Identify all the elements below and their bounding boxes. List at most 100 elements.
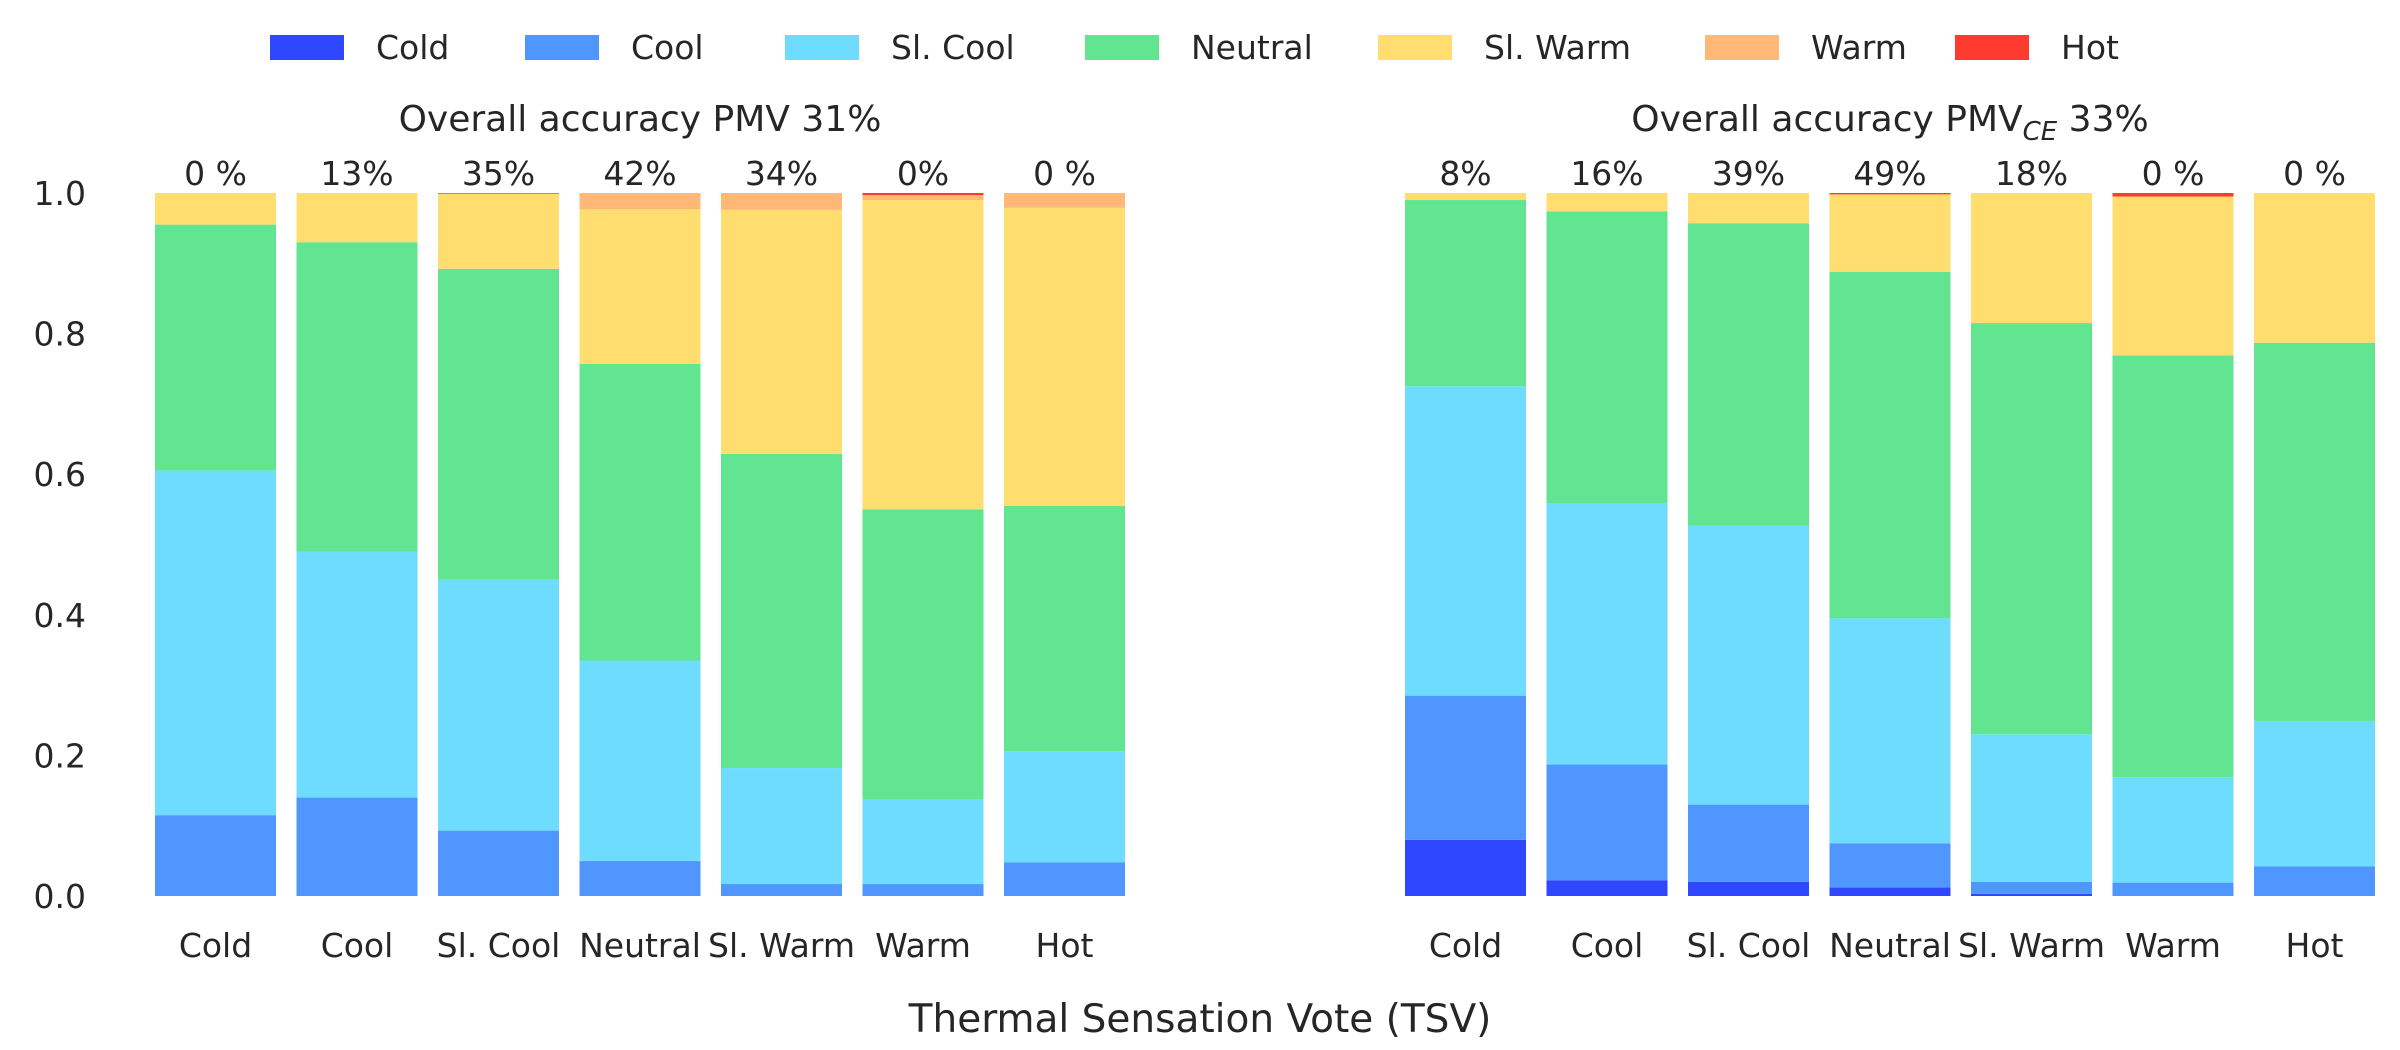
bar-segment-neutral-sl-cool — [1829, 618, 1951, 844]
bar-segment-sl-cool-hot — [438, 193, 559, 194]
bar-accuracy-label: 16% — [1570, 154, 1643, 193]
bar-segment-sl-warm-cool — [1971, 881, 2092, 894]
bar-accuracy-label: 42% — [603, 154, 676, 193]
legend-swatch-warm — [1705, 35, 1779, 60]
chart-panel-pmv: Overall accuracy PMV 31% 0.0 0.2 0.4 0.6 0.8 1… — [34, 99, 1125, 965]
bar-segment-cool-cold — [1546, 880, 1668, 896]
bar-segment-sl-cool-cool — [1688, 804, 1809, 882]
bar-segment-sl-cool-neutral — [438, 268, 559, 580]
legend-swatch-sl-warm — [1378, 35, 1452, 60]
bar-segment-cold-sl-cool — [155, 470, 276, 816]
legend-label-sl-warm: Sl. Warm — [1484, 28, 1631, 67]
bar-segment-cool-neutral — [1546, 211, 1668, 504]
bar-segment-sl-cool-sl-warm — [1688, 193, 1809, 224]
x-tick-label: Sl. Cool — [1687, 926, 1811, 965]
bar-segment-cold-sl-cool — [1405, 386, 1526, 696]
bar-accuracy-label: 0 % — [184, 154, 247, 193]
bar-segment-warm-hot — [2112, 193, 2234, 197]
x-tick-label: Warm — [875, 926, 971, 965]
bar-segment-warm-hot — [862, 193, 984, 196]
bar-segment-sl-cool-sl-cool — [1688, 525, 1809, 805]
x-tick-label: Cool — [1571, 926, 1644, 965]
bar-segment-warm-sl-warm — [2112, 196, 2234, 356]
bar-segment-hot-sl-cool — [2254, 720, 2375, 867]
bar-segment-sl-warm-sl-warm — [1971, 193, 2092, 324]
x-tick-label: Cold — [179, 926, 252, 965]
bar-accuracy-label: 0% — [897, 154, 949, 193]
bar-segment-cold-neutral — [155, 224, 276, 471]
y-tick-label: 0.0 — [34, 877, 86, 916]
bar-segment-hot-sl-cool — [1004, 751, 1125, 863]
bar-segment-neutral-sl-warm — [579, 209, 701, 364]
bar-segment-neutral-sl-cool — [579, 660, 701, 861]
bar-segment-warm-sl-cool — [862, 799, 984, 885]
bar-accuracy-label: 49% — [1853, 154, 1926, 193]
bar-accuracy-label: 39% — [1712, 154, 1785, 193]
bar-segment-sl-warm-warm — [721, 193, 842, 210]
bar-segment-cold-neutral — [1405, 200, 1526, 387]
y-tick-label: 0.2 — [34, 736, 86, 775]
bar-segment-cool-cool — [296, 797, 418, 896]
bar-segment-hot-cool — [1004, 862, 1125, 896]
bar-segment-sl-warm-cold — [1971, 893, 2092, 896]
bar-segment-warm-sl-cool — [2112, 777, 2234, 883]
chart-title: Overall accuracy PMV 31% — [399, 99, 882, 140]
bar-segment-cool-sl-warm — [1546, 193, 1668, 212]
bar-segment-cold-cold — [1405, 839, 1526, 896]
x-tick-label: Sl. Cool — [437, 926, 561, 965]
bar-segment-neutral-warm — [579, 193, 701, 210]
chart-panel-pmv-ce: Overall accuracy PMVCE 33% 8% Cold 16% Cool 3… — [1405, 99, 2375, 965]
x-tick-label: Hot — [2286, 926, 2344, 965]
y-tick-label: 0.6 — [34, 455, 86, 494]
legend-label-sl-cool: Sl. Cool — [891, 28, 1015, 67]
x-tick-label: Hot — [1036, 926, 1094, 965]
legend-label-warm: Warm — [1811, 28, 1907, 67]
bar-segment-cold-sl-warm — [155, 193, 276, 225]
bar-accuracy-label: 18% — [1995, 154, 2068, 193]
x-tick-label: Warm — [2125, 926, 2221, 965]
bar-segment-sl-warm-sl-warm — [721, 209, 842, 454]
legend-label-cold: Cold — [376, 28, 449, 67]
x-tick-label: Cool — [321, 926, 394, 965]
bar-segment-sl-cool-cold — [1688, 881, 1809, 896]
bar-segment-neutral-neutral — [1829, 271, 1951, 619]
bar-segment-sl-cool-sl-cool — [438, 579, 559, 831]
bar-segment-sl-warm-neutral — [721, 453, 842, 769]
bar-accuracy-label: 35% — [462, 154, 535, 193]
y-tick-label: 1.0 — [34, 174, 86, 213]
bar-accuracy-label: 0 % — [2142, 154, 2205, 193]
legend: Cold Cool Sl. Cool Neutral Sl. Warm Warm Hot — [270, 28, 2119, 67]
legend-label-cool: Cool — [631, 28, 704, 67]
bar-segment-sl-warm-cool — [721, 884, 842, 896]
bar-segment-neutral-cold — [1829, 887, 1951, 896]
bar-accuracy-label: 0 % — [1033, 154, 1096, 193]
bar-segment-sl-warm-sl-cool — [1971, 734, 2092, 882]
bar-segment-neutral-neutral — [579, 363, 701, 661]
legend-swatch-sl-cool — [785, 35, 859, 60]
legend-swatch-hot — [1955, 35, 2029, 60]
bar-segment-warm-neutral — [2112, 355, 2234, 778]
bar-segment-hot-neutral — [2254, 342, 2375, 721]
bar-segment-cold-cool — [155, 815, 276, 896]
bar-accuracy-label: 8% — [1439, 154, 1491, 193]
bar-segment-warm-warm — [862, 195, 984, 201]
bar-accuracy-label: 0 % — [2283, 154, 2346, 193]
y-tick-label: 0.4 — [34, 596, 86, 635]
bar-segment-cold-cool — [1405, 695, 1526, 840]
bar-segment-warm-sl-warm — [862, 200, 984, 510]
x-tick-label: Sl. Warm — [1958, 926, 2105, 965]
bar-segment-hot-warm — [1004, 193, 1125, 208]
bar-segment-sl-warm-neutral — [1971, 323, 2092, 735]
x-tick-label: Neutral — [579, 926, 701, 965]
bar-segment-hot-sl-warm — [2254, 193, 2375, 343]
bar-segment-sl-cool-neutral — [1688, 223, 1809, 526]
bar-segment-cool-cool — [1546, 764, 1668, 881]
bar-segment-cool-sl-cool — [296, 551, 418, 798]
bar-segment-cold-sl-warm — [1405, 193, 1526, 201]
bar-segment-sl-cool-sl-warm — [438, 193, 559, 269]
legend-swatch-cold — [270, 35, 344, 60]
bar-segment-neutral-cool — [1829, 843, 1951, 888]
legend-label-hot: Hot — [2061, 28, 2119, 67]
